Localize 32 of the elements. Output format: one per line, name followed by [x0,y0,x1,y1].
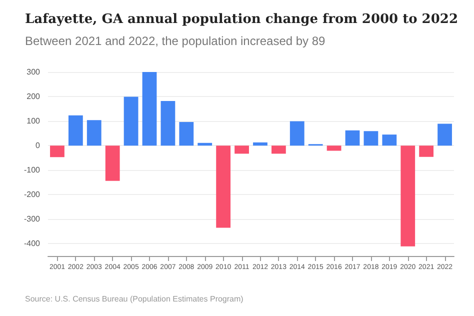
bar [253,142,268,146]
y-tick-label: 100 [26,116,41,126]
bar [142,72,157,146]
bar [290,121,304,146]
bar [105,146,120,181]
bar [271,146,286,154]
bar [345,130,360,146]
chart-subtitle: Between 2021 and 2022, the population increased by 89 [25,34,326,48]
bar [50,146,64,158]
bar [124,96,138,146]
source-note: Source: U.S. Census Bureau (Population Estimates Program) [25,294,244,304]
bar [364,131,378,146]
y-tick-label: -200 [24,190,41,200]
bar [216,146,231,228]
bar [86,120,102,146]
bar [68,115,83,146]
bar [419,146,434,157]
bar [438,124,452,146]
y-tick-label: -400 [24,239,41,248]
y-tick-label: 200 [26,92,41,102]
y-tick-label: -300 [24,214,41,224]
bar [382,134,397,146]
y-tick-label: -100 [24,166,41,175]
bar [234,146,249,154]
bar [400,146,416,246]
chart-title: Lafayette, GA annual population change from 2000 to 2022 [25,12,458,27]
y-tick-label: 0 [36,141,41,150]
bar [160,100,176,146]
bar [326,146,342,151]
bar [179,122,194,146]
bar [198,142,212,146]
y-tick-label: 300 [26,68,41,76]
